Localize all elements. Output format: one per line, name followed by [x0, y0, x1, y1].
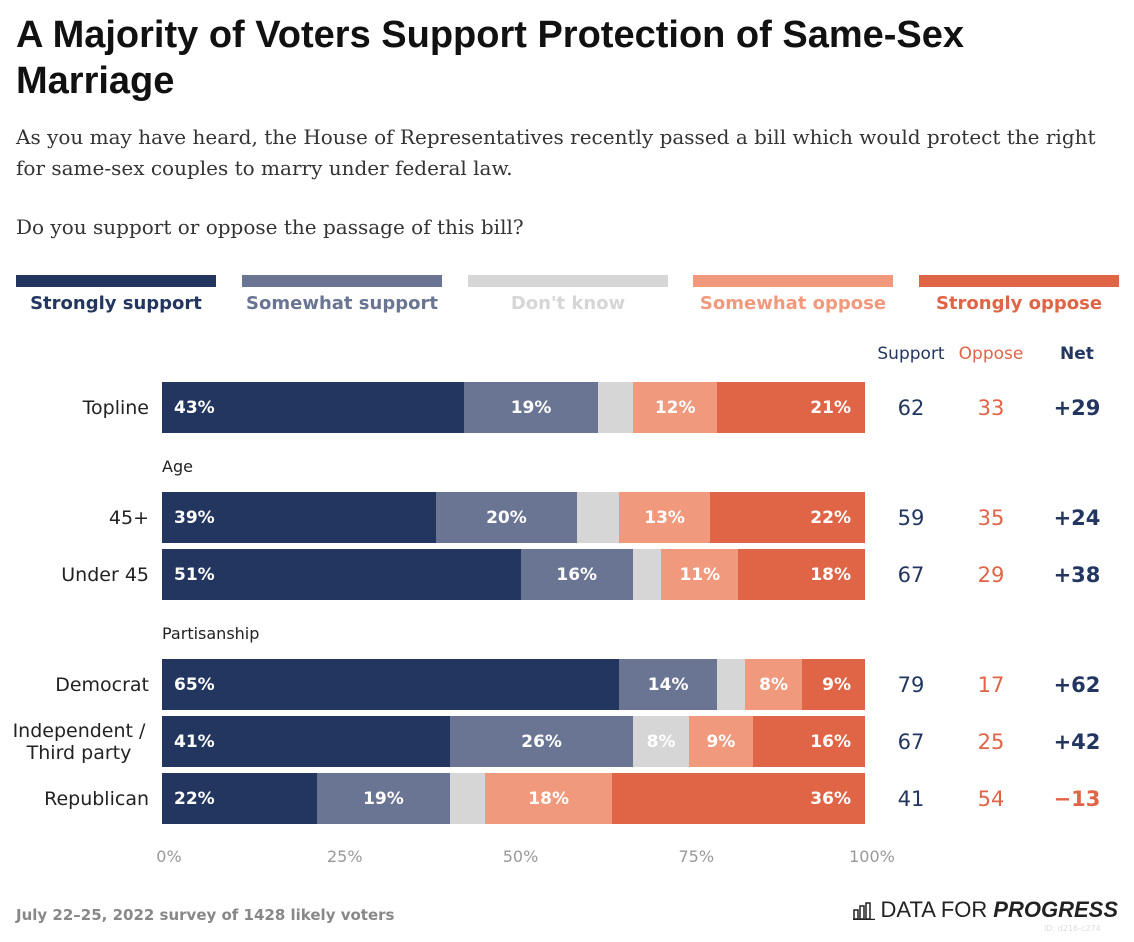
legend-item: Somewhat oppose	[693, 275, 893, 314]
oppose-value: 17	[977, 672, 1005, 697]
row-label: Republican	[44, 787, 149, 810]
bar-segment: 16%	[520, 549, 633, 600]
net-value: +24	[1053, 505, 1101, 530]
bar-segment: 14%	[618, 659, 718, 710]
survey-question: Do you support or oppose the passage of …	[16, 215, 524, 239]
bar-segment	[576, 492, 619, 543]
bar-segment: 8%	[745, 659, 802, 710]
support-value: 79	[897, 672, 925, 697]
row-label: 45+	[108, 506, 149, 529]
bar-row: Under 45 51% 16% 11% 18% 67 29 +38	[0, 549, 1134, 600]
bar-segment: 41%	[162, 716, 451, 767]
bar-segment	[717, 659, 746, 710]
column-header: Support	[877, 344, 945, 364]
bar-segment: 43%	[162, 382, 465, 433]
data-for-progress-logo: DATA FOR PROGRESS	[852, 897, 1118, 923]
group-label: Age	[162, 457, 193, 476]
net-value: +29	[1053, 395, 1101, 420]
bar-segment: 22%	[710, 492, 865, 543]
legend-swatch	[468, 275, 668, 287]
bar-row: Republican 22% 19% 18% 36% 41 54 −13	[0, 773, 1134, 824]
net-value: −13	[1053, 786, 1101, 811]
legend-label: Strongly oppose	[935, 293, 1103, 314]
bar-row: Topline 43% 19% 12% 21% 62 33 +29	[0, 382, 1134, 433]
column-header: Net	[1060, 344, 1094, 364]
support-value: 41	[897, 786, 925, 811]
chart-subtitle: As you may have heard, the House of Repr…	[16, 125, 1096, 180]
legend-swatch	[919, 275, 1119, 287]
support-value: 62	[897, 395, 925, 420]
bar-segment: 9%	[689, 716, 753, 767]
logo-text-bold: PROGRESS	[993, 897, 1118, 922]
bar-segment: 11%	[661, 549, 739, 600]
legend-label: Strongly support	[30, 293, 202, 314]
logo-text-light: DATA FOR	[880, 897, 988, 922]
x-tick-label: 0%	[156, 847, 182, 866]
oppose-value: 29	[977, 562, 1005, 587]
oppose-value: 35	[977, 505, 1005, 530]
legend-label: Somewhat oppose	[699, 293, 887, 314]
net-value: +38	[1053, 562, 1101, 587]
legend-swatch	[16, 275, 216, 287]
bar-segment: 65%	[162, 659, 619, 710]
bar-segment: 20%	[436, 492, 577, 543]
bar-segment: 18%	[738, 549, 865, 600]
bar-segment: 22%	[162, 773, 317, 824]
bar-segment: 13%	[618, 492, 711, 543]
net-value: +42	[1053, 729, 1101, 754]
legend-label: Don't know	[510, 293, 626, 314]
bar-row: Independent / Third party 41% 26% 8% 9% 16% 67…	[0, 716, 1134, 767]
bar-row: Democrat 65% 14% 8% 9% 79 17 +62	[0, 659, 1134, 710]
row-label: Topline	[82, 396, 149, 419]
support-value: 67	[897, 562, 925, 587]
oppose-value: 33	[977, 395, 1005, 420]
bar-segment	[633, 549, 662, 600]
bar-segment: 39%	[162, 492, 437, 543]
bar-segment	[597, 382, 633, 433]
legend-label: Somewhat support	[246, 293, 438, 314]
x-tick-label: 100%	[849, 847, 895, 866]
support-value: 59	[897, 505, 925, 530]
bar-segment: 12%	[633, 382, 718, 433]
bar-segment: 19%	[316, 773, 451, 824]
legend-swatch	[242, 275, 442, 287]
legend-swatch	[693, 275, 893, 287]
bar-segment: 36%	[611, 773, 865, 824]
legend-item: Strongly support	[16, 275, 216, 314]
bar-segment: 18%	[485, 773, 612, 824]
x-tick-label: 75%	[678, 847, 715, 866]
bar-segment: 19%	[464, 382, 598, 433]
bar-segment: 16%	[752, 716, 865, 767]
legend-item: Don't know	[468, 275, 668, 314]
row-label: Democrat	[55, 673, 149, 696]
footer-note: July 22–25, 2022 survey of 1428 likely v…	[16, 906, 395, 924]
support-value: 67	[897, 729, 925, 754]
legend-item: Strongly oppose	[919, 275, 1119, 314]
bar-segment: 9%	[801, 659, 865, 710]
bar-row: 45+ 39% 20% 13% 22% 59 35 +24	[0, 492, 1134, 543]
bar-segment: 21%	[717, 382, 865, 433]
net-value: +62	[1053, 672, 1101, 697]
legend-item: Somewhat support	[242, 275, 442, 314]
chart-title: A Majority of Voters Support Protection …	[16, 14, 965, 102]
x-tick-label: 50%	[502, 847, 539, 866]
bar-segment	[450, 773, 486, 824]
oppose-value: 54	[977, 786, 1005, 811]
row-label: Independent / Third party	[12, 719, 146, 764]
bar-segment: 51%	[162, 549, 521, 600]
bar-segment: 26%	[450, 716, 633, 767]
oppose-value: 25	[977, 729, 1005, 754]
group-label: Partisanship	[162, 624, 260, 643]
column-header: Oppose	[958, 344, 1024, 364]
bar-segment: 8%	[633, 716, 690, 767]
bar-chart-icon	[852, 902, 875, 920]
row-label: Under 45	[61, 563, 149, 586]
x-tick-label: 25%	[326, 847, 363, 866]
watermark: ID: d216-c274	[1044, 924, 1101, 933]
